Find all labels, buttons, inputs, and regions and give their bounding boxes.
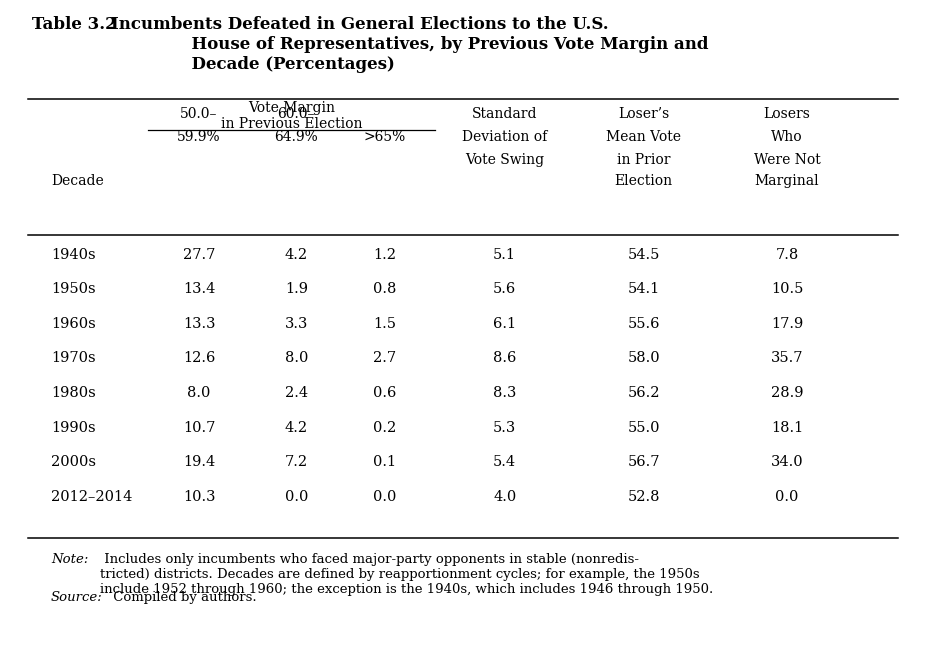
Text: 56.2: 56.2	[627, 386, 660, 400]
Text: 8.6: 8.6	[493, 351, 517, 365]
Text: 28.9: 28.9	[770, 386, 804, 400]
Text: 10.3: 10.3	[182, 490, 216, 503]
Text: 0.0: 0.0	[372, 490, 396, 503]
Text: 19.4: 19.4	[183, 455, 215, 469]
Text: Losers: Losers	[764, 107, 810, 121]
Text: 0.2: 0.2	[372, 421, 396, 434]
Text: 52.8: 52.8	[627, 490, 660, 503]
Text: 56.7: 56.7	[627, 455, 660, 469]
Text: 7.8: 7.8	[775, 248, 799, 261]
Text: 60.0–: 60.0–	[278, 107, 315, 121]
Text: Vote Swing: Vote Swing	[465, 153, 544, 166]
Text: 18.1: 18.1	[771, 421, 803, 434]
Text: 1940s: 1940s	[51, 248, 95, 261]
Text: 1960s: 1960s	[51, 317, 95, 331]
Text: 6.1: 6.1	[494, 317, 516, 331]
Text: 10.7: 10.7	[183, 421, 215, 434]
Text: 10.5: 10.5	[771, 282, 803, 296]
Text: 7.2: 7.2	[285, 455, 307, 469]
Text: Election: Election	[615, 174, 672, 188]
Text: 3.3: 3.3	[284, 317, 308, 331]
Text: Decade: Decade	[51, 174, 104, 188]
Text: Deviation of: Deviation of	[462, 130, 547, 144]
Text: 1980s: 1980s	[51, 386, 95, 400]
Text: 55.0: 55.0	[627, 421, 660, 434]
Text: Includes only incumbents who faced major-party opponents in stable (nonredis-
tr: Includes only incumbents who faced major…	[100, 553, 713, 596]
Text: Who: Who	[771, 130, 803, 144]
Text: Source:: Source:	[51, 591, 103, 604]
Text: Incumbents Defeated in General Elections to the U.S.
              House of Repr: Incumbents Defeated in General Elections…	[111, 16, 708, 72]
Text: >65%: >65%	[363, 130, 406, 144]
Text: 5.3: 5.3	[493, 421, 517, 434]
Text: 2012–2014: 2012–2014	[51, 490, 132, 503]
Text: 13.3: 13.3	[182, 317, 216, 331]
Text: 58.0: 58.0	[627, 351, 660, 365]
Text: 1.9: 1.9	[285, 282, 307, 296]
Text: 1970s: 1970s	[51, 351, 95, 365]
Text: 35.7: 35.7	[770, 351, 804, 365]
Text: Marginal: Marginal	[755, 174, 820, 188]
Text: 0.0: 0.0	[775, 490, 799, 503]
Text: 0.1: 0.1	[373, 455, 395, 469]
Text: Note:: Note:	[51, 553, 88, 566]
Text: 1.5: 1.5	[373, 317, 395, 331]
Text: 8.3: 8.3	[493, 386, 517, 400]
Text: 55.6: 55.6	[627, 317, 660, 331]
Text: 54.1: 54.1	[628, 282, 659, 296]
Text: in Prior: in Prior	[617, 153, 670, 166]
Text: 8.0: 8.0	[284, 351, 308, 365]
Text: 4.2: 4.2	[285, 248, 307, 261]
Text: Were Not: Were Not	[754, 153, 820, 166]
Text: 34.0: 34.0	[770, 455, 804, 469]
Text: 1.2: 1.2	[373, 248, 395, 261]
Text: 0.6: 0.6	[372, 386, 396, 400]
Text: 2.4: 2.4	[285, 386, 307, 400]
Text: 5.6: 5.6	[493, 282, 517, 296]
Text: 54.5: 54.5	[628, 248, 659, 261]
Text: 2000s: 2000s	[51, 455, 96, 469]
Text: 2.7: 2.7	[373, 351, 395, 365]
Text: Compiled by authors.: Compiled by authors.	[109, 591, 257, 604]
Text: 64.9%: 64.9%	[274, 130, 319, 144]
Text: 12.6: 12.6	[183, 351, 215, 365]
Text: Table 3.2: Table 3.2	[32, 16, 118, 33]
Text: 0.0: 0.0	[284, 490, 308, 503]
Text: 4.2: 4.2	[285, 421, 307, 434]
Text: 1950s: 1950s	[51, 282, 95, 296]
Text: 17.9: 17.9	[771, 317, 803, 331]
Text: 4.0: 4.0	[493, 490, 517, 503]
Text: 5.1: 5.1	[494, 248, 516, 261]
Text: 0.8: 0.8	[372, 282, 396, 296]
Text: 13.4: 13.4	[183, 282, 215, 296]
Text: Mean Vote: Mean Vote	[607, 130, 681, 144]
Text: 27.7: 27.7	[183, 248, 215, 261]
Text: 5.4: 5.4	[494, 455, 516, 469]
Text: 59.9%: 59.9%	[177, 130, 221, 144]
Text: 50.0–: 50.0–	[181, 107, 218, 121]
Text: Loser’s: Loser’s	[618, 107, 669, 121]
Text: Standard: Standard	[472, 107, 537, 121]
Text: 8.0: 8.0	[187, 386, 211, 400]
Text: Vote Margin
in Previous Election: Vote Margin in Previous Election	[221, 101, 362, 131]
Text: 1990s: 1990s	[51, 421, 95, 434]
